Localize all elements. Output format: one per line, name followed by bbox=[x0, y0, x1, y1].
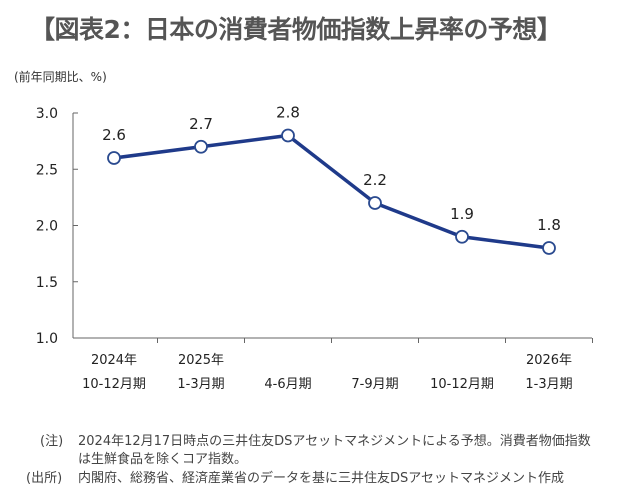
data-point bbox=[542, 241, 556, 255]
y-tick-label: 3.0 bbox=[36, 106, 58, 122]
y-tick-label: 2.5 bbox=[36, 162, 58, 178]
y-tick-label: 1.0 bbox=[36, 331, 58, 347]
data-label: 1.8 bbox=[537, 216, 561, 234]
series-line bbox=[113, 133, 550, 250]
y-tick-label: 2.0 bbox=[36, 219, 58, 235]
source-label: (出所) bbox=[26, 471, 63, 486]
source-text: 内閣府、総務省、経済産業省のデータを基に三井住友DSアセットマネジメント作成 bbox=[78, 471, 565, 486]
data-point bbox=[368, 196, 382, 210]
x-tick-label: 2026年 bbox=[526, 353, 572, 368]
data-point bbox=[455, 229, 469, 244]
x-tick-label: 1-3月期 bbox=[525, 377, 572, 392]
data-point bbox=[194, 139, 208, 154]
x-tick-label: 10-12月期 bbox=[430, 377, 494, 392]
data-label: 1.9 bbox=[450, 205, 474, 223]
y-tick-label: 1.5 bbox=[36, 275, 58, 291]
data-label: 2.8 bbox=[276, 104, 300, 122]
x-tick-label: 10-12月期 bbox=[82, 377, 146, 392]
data-label: 2.7 bbox=[189, 115, 213, 133]
data-label: 2.6 bbox=[102, 126, 126, 144]
data-point bbox=[281, 128, 295, 143]
y-axis-label: (前年同期比、%) bbox=[14, 70, 107, 84]
line-chart: 1.0 1.5 2.0 2.5 3.0 2024年 10-12月期 2025年 1-3月期 4-6… bbox=[36, 104, 593, 392]
x-tick-label: 1-3月期 bbox=[177, 377, 224, 392]
x-tick-label: 2025年 bbox=[178, 353, 224, 368]
x-tick-label: 2024年 bbox=[91, 353, 137, 368]
x-tick-label: 4-6月期 bbox=[264, 377, 311, 392]
data-point bbox=[107, 151, 121, 165]
note-line-1: 2024年12月17日時点の三井住友DSアセットマネジメントによる予想。消費者物… bbox=[78, 434, 591, 449]
data-label: 2.2 bbox=[363, 171, 387, 189]
chart-title: 【図表2：日本の消費者物価指数上昇率の予想】 bbox=[30, 15, 562, 44]
note-line-2: は生鮮食品を除くコア指数。 bbox=[78, 452, 248, 467]
note-label: (注) bbox=[40, 434, 64, 449]
x-tick-label: 7-9月期 bbox=[351, 377, 398, 392]
